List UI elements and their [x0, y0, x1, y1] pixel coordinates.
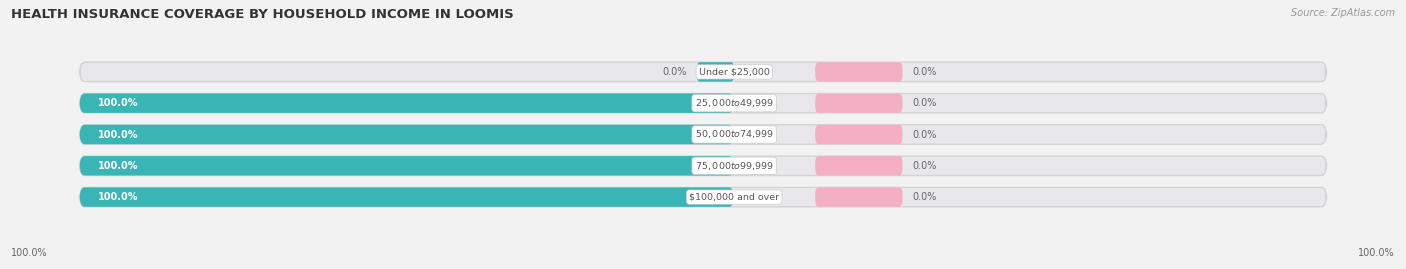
Text: $100,000 and over: $100,000 and over: [689, 193, 779, 201]
Text: 100.0%: 100.0%: [98, 192, 139, 202]
FancyBboxPatch shape: [697, 62, 734, 82]
Text: 100.0%: 100.0%: [98, 129, 139, 140]
Text: $25,000 to $49,999: $25,000 to $49,999: [695, 97, 773, 109]
Text: 0.0%: 0.0%: [912, 98, 936, 108]
FancyBboxPatch shape: [815, 156, 903, 175]
FancyBboxPatch shape: [80, 187, 734, 207]
Text: $75,000 to $99,999: $75,000 to $99,999: [695, 160, 773, 172]
Text: 0.0%: 0.0%: [662, 67, 686, 77]
Text: HEALTH INSURANCE COVERAGE BY HOUSEHOLD INCOME IN LOOMIS: HEALTH INSURANCE COVERAGE BY HOUSEHOLD I…: [11, 8, 515, 21]
FancyBboxPatch shape: [815, 187, 903, 207]
FancyBboxPatch shape: [815, 62, 903, 82]
Text: 100.0%: 100.0%: [11, 248, 48, 258]
FancyBboxPatch shape: [80, 125, 734, 144]
Text: 0.0%: 0.0%: [912, 67, 936, 77]
Text: 100.0%: 100.0%: [98, 98, 139, 108]
Text: 0.0%: 0.0%: [912, 161, 936, 171]
Text: Under $25,000: Under $25,000: [699, 68, 769, 76]
Text: $50,000 to $74,999: $50,000 to $74,999: [695, 129, 773, 140]
Text: Source: ZipAtlas.com: Source: ZipAtlas.com: [1291, 8, 1395, 18]
FancyBboxPatch shape: [80, 62, 1326, 82]
Text: 100.0%: 100.0%: [98, 161, 139, 171]
FancyBboxPatch shape: [80, 187, 1326, 207]
FancyBboxPatch shape: [815, 94, 903, 113]
FancyBboxPatch shape: [80, 156, 734, 175]
FancyBboxPatch shape: [80, 156, 1326, 175]
Text: 0.0%: 0.0%: [912, 129, 936, 140]
FancyBboxPatch shape: [80, 94, 1326, 113]
FancyBboxPatch shape: [80, 125, 1326, 144]
FancyBboxPatch shape: [815, 125, 903, 144]
FancyBboxPatch shape: [80, 94, 734, 113]
Text: 0.0%: 0.0%: [912, 192, 936, 202]
Text: 100.0%: 100.0%: [1358, 248, 1395, 258]
